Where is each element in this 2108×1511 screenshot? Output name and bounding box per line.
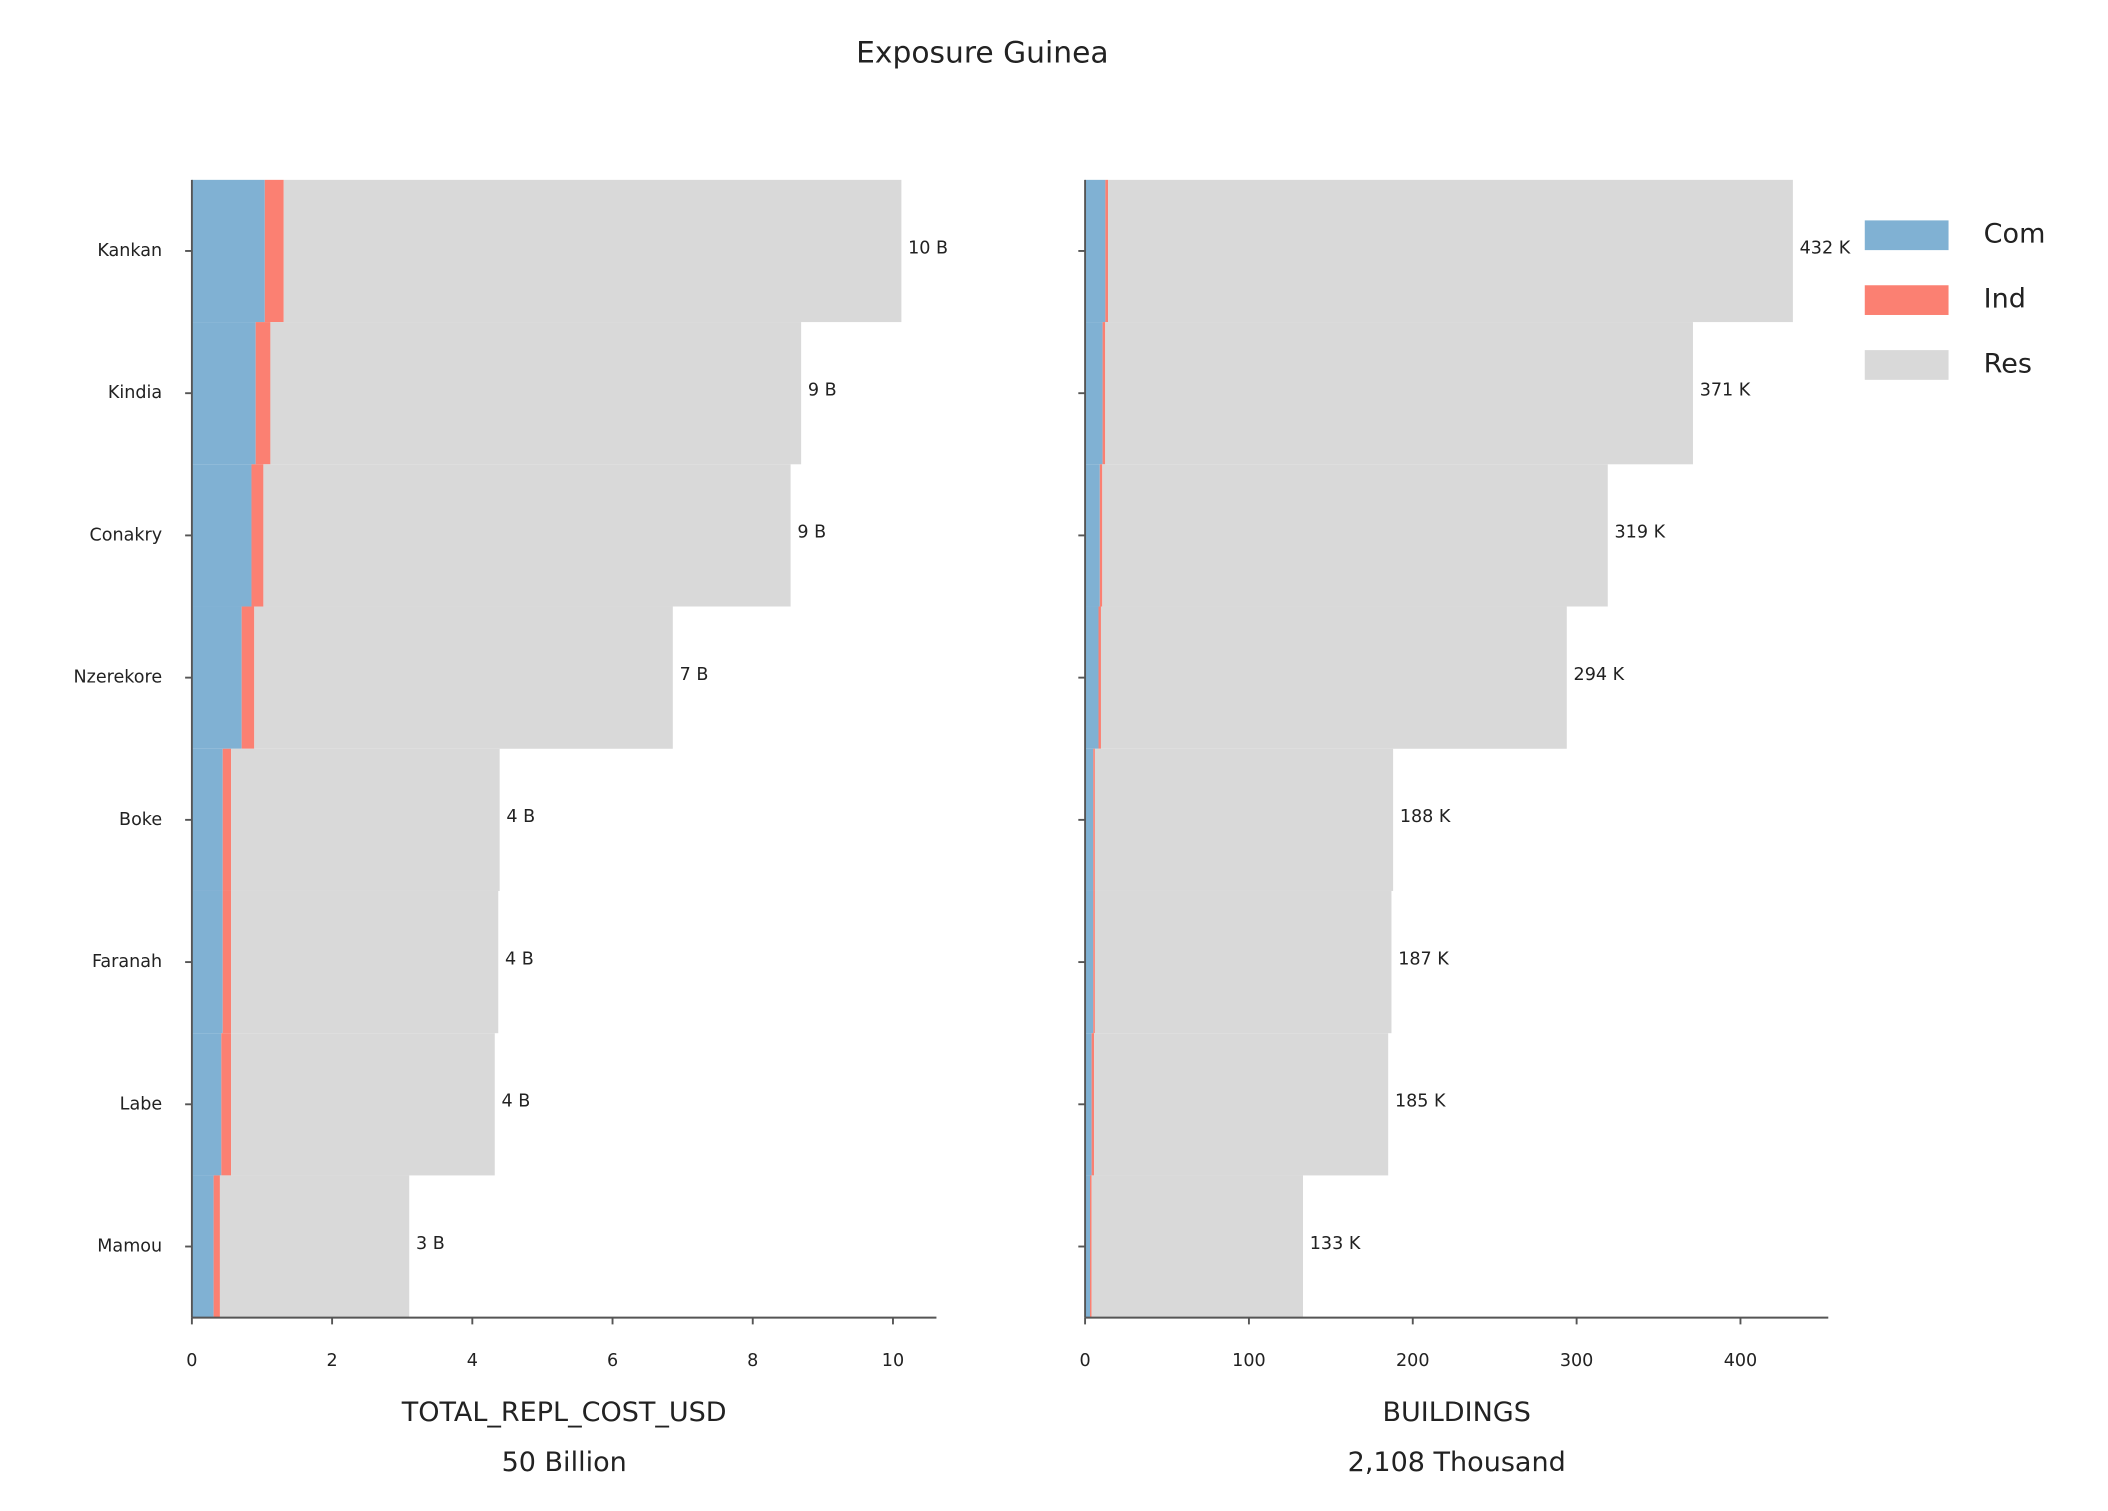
value-label: 3 B [416, 1234, 445, 1254]
bar-segment [251, 464, 264, 607]
value-label: 7 B [680, 665, 709, 685]
bar-segment [1100, 606, 1567, 749]
bar-segment [254, 606, 673, 749]
x-tick-label: 100 [1232, 1351, 1266, 1371]
bar-segment [255, 322, 271, 465]
legend-label: Ind [1984, 284, 2026, 315]
bar-segment [1091, 1175, 1303, 1318]
bar-segment [1091, 1033, 1095, 1176]
bar-segment [1085, 748, 1094, 891]
bar-segment [191, 1033, 222, 1176]
x-axis-label: BUILDINGS [1382, 1397, 1530, 1428]
y-tick-label: Nzerekore [73, 668, 162, 688]
bar-segment [191, 890, 223, 1034]
bar-segment [1094, 748, 1394, 891]
bar-segment [213, 1175, 220, 1318]
bar-segment [222, 890, 232, 1034]
x-tick-label: 6 [607, 1351, 618, 1371]
legend-swatch [1864, 220, 1949, 251]
bar-segment [1085, 322, 1103, 465]
bar-segment [1108, 179, 1793, 323]
x-tick-label: 400 [1724, 1351, 1758, 1371]
x-axis-label: TOTAL_REPL_COST_USD [401, 1397, 727, 1428]
bar-segment [264, 179, 284, 323]
bar-segment [1085, 1175, 1090, 1318]
x-tick-label: 4 [467, 1351, 478, 1371]
bar-segment [1085, 464, 1100, 607]
value-label: 294 K [1574, 665, 1625, 685]
x-tick-label: 0 [1079, 1351, 1090, 1371]
bar-segment [1094, 1033, 1389, 1176]
bar-segment [1099, 464, 1103, 607]
bar-segment [1094, 890, 1392, 1034]
bar-segment [1105, 179, 1109, 323]
legend-swatch [1864, 285, 1949, 315]
value-label: 432 K [1800, 238, 1851, 258]
y-tick-label: Conakry [90, 525, 163, 545]
value-label: 371 K [1700, 380, 1751, 400]
bar-segment [270, 322, 802, 465]
x-tick-label: 10 [882, 1351, 904, 1371]
value-label: 188 K [1400, 807, 1451, 827]
bar-segment [191, 606, 242, 749]
x-axis-label: 2,108 Thousand [1348, 1447, 1566, 1478]
x-tick-label: 2 [327, 1351, 338, 1371]
bar-segment [219, 1175, 410, 1318]
bar-segment [1105, 322, 1693, 465]
value-label: 133 K [1310, 1234, 1361, 1254]
value-label: 319 K [1615, 523, 1666, 543]
y-tick-label: Labe [120, 1094, 162, 1114]
figure-title: Exposure Guinea [856, 36, 1108, 71]
bar-segment [1085, 606, 1099, 749]
value-label: 9 B [808, 380, 837, 400]
y-tick-label: Kindia [108, 383, 162, 403]
bar-segment [1085, 1033, 1092, 1176]
bar-segment [221, 1033, 232, 1176]
bar-segment [1085, 179, 1106, 323]
x-tick-label: 0 [186, 1351, 197, 1371]
bar-segment [231, 890, 499, 1034]
value-label: 4 B [502, 1092, 531, 1112]
y-tick-label: Mamou [97, 1237, 162, 1257]
bar-segment [191, 322, 256, 465]
bar-segment [1089, 1175, 1092, 1318]
x-tick-label: 8 [747, 1351, 758, 1371]
bar-segment [231, 1033, 495, 1176]
bar-segment [231, 748, 500, 891]
bar-segment [191, 1175, 214, 1318]
bar-segment [241, 606, 255, 749]
bar-segment [1093, 748, 1095, 891]
bar-segment [283, 179, 902, 323]
y-tick-label: Faranah [92, 952, 162, 972]
bar-segment [222, 748, 232, 891]
bar-segment [1102, 464, 1608, 607]
bar-segment [1102, 322, 1106, 465]
bar-segment [1085, 890, 1094, 1034]
bar-segment [263, 464, 791, 607]
value-label: 9 B [797, 523, 826, 543]
y-tick-label: Boke [119, 810, 162, 830]
value-label: 4 B [506, 807, 535, 827]
x-tick-label: 300 [1560, 1351, 1594, 1371]
value-label: 185 K [1395, 1092, 1446, 1112]
bar-segment [1093, 890, 1095, 1034]
value-label: 10 B [908, 238, 948, 258]
legend-swatch [1864, 350, 1949, 380]
x-axis-label: 50 Billion [502, 1447, 627, 1478]
bar-segment [1098, 606, 1101, 749]
legend-label: Res [1984, 348, 2032, 379]
bar-segment [191, 464, 252, 607]
value-label: 4 B [505, 949, 534, 969]
value-label: 187 K [1398, 949, 1449, 969]
bar-segment [191, 179, 265, 323]
bar-segment [191, 748, 223, 891]
legend-label: Com [1984, 219, 2046, 250]
y-tick-label: Kankan [97, 241, 162, 261]
x-tick-label: 200 [1396, 1351, 1430, 1371]
